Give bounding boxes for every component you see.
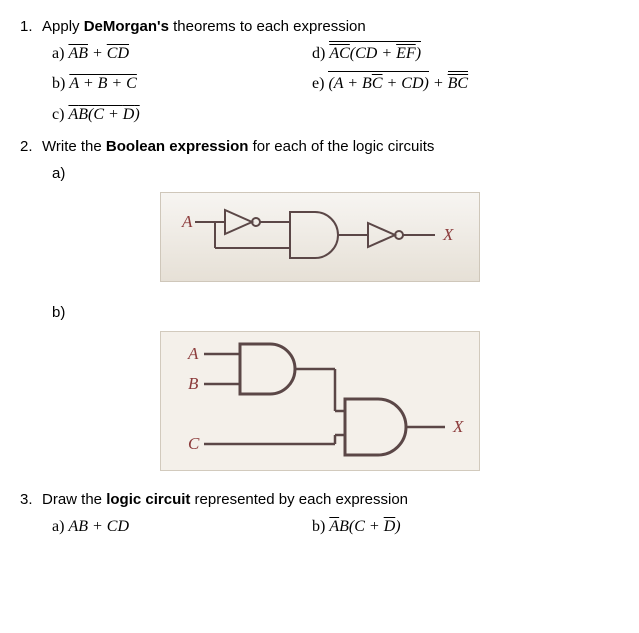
q1-e-t0: (A + B	[328, 75, 371, 92]
q2-b-label: b)	[52, 302, 619, 323]
circuit-b-X: X	[452, 417, 464, 436]
q1-b-t0: A + B + C	[69, 75, 137, 92]
q2-pre: Write the	[42, 138, 106, 155]
q2-a-label: a)	[52, 163, 619, 184]
q3-b: b) AB(C + D)	[312, 516, 619, 538]
circuit-a-A: A	[181, 212, 193, 231]
q2-prompt: 2. Write the Boolean expression for each…	[20, 136, 619, 157]
q1-b-label: b)	[52, 75, 69, 92]
question-3: 3. Draw the logic circuit represented by…	[20, 489, 619, 544]
q1-a-t0: AB	[68, 45, 88, 62]
q3-text: Draw the logic circuit represented by ea…	[42, 489, 619, 510]
circuit-b-wrap: A B C X	[20, 331, 619, 471]
q1-c-t2: (C +	[88, 106, 123, 123]
q3-b-post: B(C +	[339, 518, 384, 535]
q1-c-t3: D	[123, 104, 135, 126]
q1-e-t3: +	[429, 75, 448, 92]
q1-row-c: c) AB(C + D)	[52, 104, 619, 132]
q2-number: 2.	[20, 136, 42, 157]
question-1: 1. Apply DeMorgan's theorems to each exp…	[20, 16, 619, 132]
q1-row-be: b) A + B + C e) (A + BC + CD) + BC	[52, 73, 619, 101]
q1-e-t2: + CD)	[383, 75, 429, 92]
question-2: 2. Write the Boolean expression for each…	[20, 136, 619, 471]
q1-prompt: 1. Apply DeMorgan's theorems to each exp…	[20, 16, 619, 37]
q1-d-t2: EF	[396, 45, 416, 62]
q3-bold: logic circuit	[106, 491, 190, 508]
q1-d: d) AC(CD + EF)	[312, 43, 619, 65]
q1-row-ad: a) AB + CD d) AC(CD + EF)	[52, 43, 619, 71]
q2-text: Write the Boolean expression for each of…	[42, 136, 619, 157]
q1-a-t1: +	[88, 45, 107, 62]
q3-b-d: D	[384, 518, 396, 535]
q1-a: a) AB + CD	[52, 43, 312, 65]
q1-c-t0: A	[68, 106, 78, 123]
q3-number: 3.	[20, 489, 42, 510]
q1-a-t2: CD	[107, 45, 129, 62]
q1-text: Apply DeMorgan's theorems to each expres…	[42, 16, 619, 37]
q1-e-label: e)	[312, 75, 328, 92]
q1-c-t1: B	[78, 104, 88, 126]
circuit-b-C: C	[188, 434, 200, 453]
q3-a: a) AB + CD	[52, 516, 312, 538]
circuit-b-B: B	[188, 374, 199, 393]
q1-e-t1: C	[372, 75, 383, 92]
q1-d-t1: (CD +	[350, 45, 396, 62]
q1-c: c) AB(C + D)	[52, 104, 312, 126]
q1-number: 1.	[20, 16, 42, 37]
q3-pre: Draw the	[42, 491, 106, 508]
q1-d-label: d)	[312, 45, 329, 62]
q2-bold: Boolean expression	[106, 138, 249, 155]
q1-c-t4: )	[134, 106, 139, 123]
circuit-b-svg: A B C X	[160, 331, 480, 471]
q1-bold: DeMorgan's	[84, 18, 169, 35]
q3-b-pre: A	[329, 518, 339, 535]
q1-a-label: a)	[52, 45, 68, 62]
q1-post: theorems to each expression	[169, 18, 366, 35]
q3-post: represented by each expression	[190, 491, 408, 508]
circuit-a-svg: A X	[160, 192, 480, 282]
circuit-a-X: X	[442, 225, 454, 244]
q2-post: for each of the logic circuits	[248, 138, 434, 155]
q3-b-label: b)	[312, 518, 329, 535]
q3-a-label: a)	[52, 518, 68, 535]
q1-e-t4: BC	[448, 75, 468, 92]
circuit-a-wrap: A X	[20, 192, 619, 282]
q1-e: e) (A + BC + CD) + BC	[312, 73, 619, 95]
q1-b: b) A + B + C	[52, 73, 312, 95]
q3-a-expr: AB + CD	[68, 518, 129, 535]
circuit-b-A: A	[187, 344, 199, 363]
q1-d-t0: AC	[329, 45, 349, 62]
q3-b-end: )	[395, 518, 400, 535]
q3-prompt: 3. Draw the logic circuit represented by…	[20, 489, 619, 510]
q3-row: a) AB + CD b) AB(C + D)	[52, 516, 619, 544]
q1-pre: Apply	[42, 18, 84, 35]
q1-c-label: c)	[52, 106, 68, 123]
